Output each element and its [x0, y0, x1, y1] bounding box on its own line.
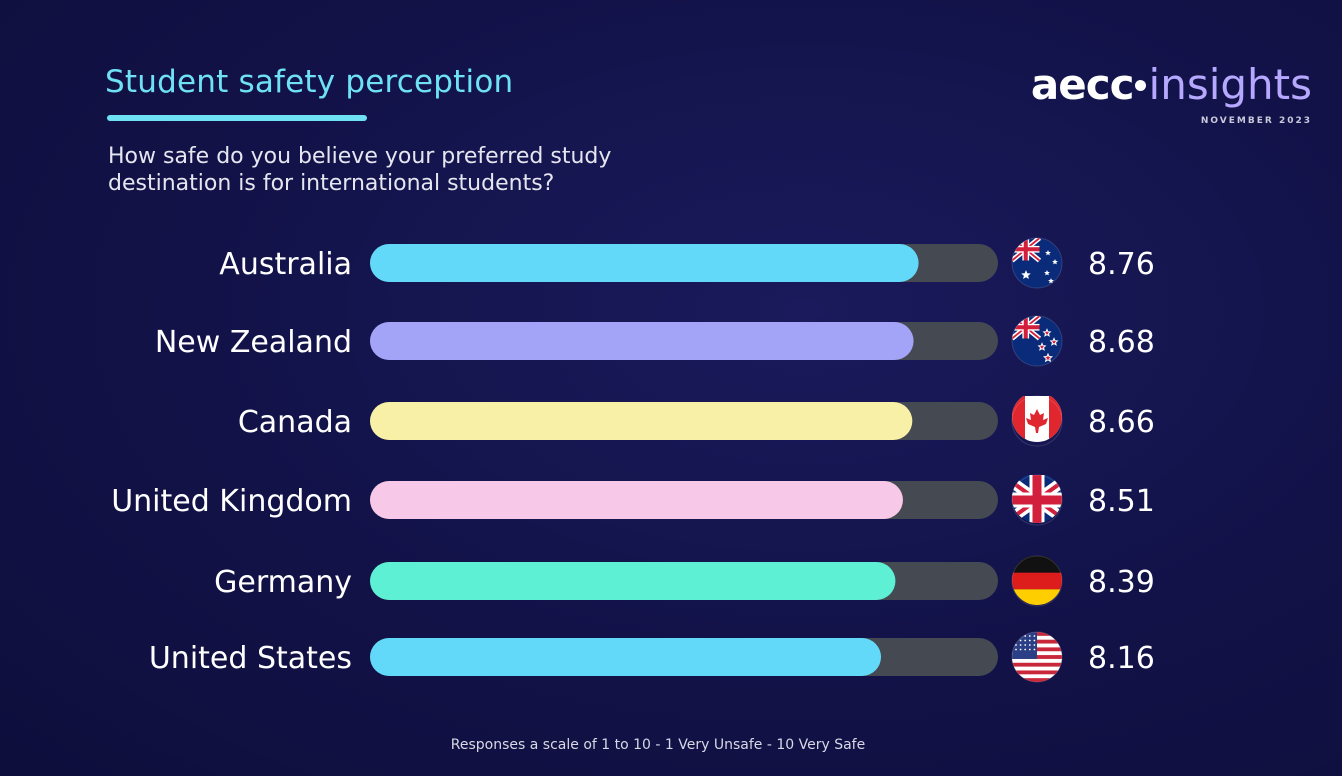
chart-title: Student safety perception [105, 64, 514, 100]
flag-ring [1011, 474, 1063, 526]
bar-canada [370, 402, 913, 440]
brand-logo: aecc insights NOVEMBER 2023 [1031, 62, 1312, 127]
canada-flag-icon [1012, 396, 1062, 442]
logo-brand: aecc [1030, 60, 1135, 109]
category-label-australia: Australia [219, 247, 352, 282]
logo-date: NOVEMBER 2023 [1200, 116, 1312, 126]
value-label-new-zealand: 8.68 [1088, 325, 1155, 360]
bar-australia [370, 244, 919, 282]
chart-subtitle: How safe do you believe your preferred s… [108, 144, 612, 196]
value-label-united-kingdom: 8.51 [1088, 484, 1155, 519]
category-label-united-states: United States [149, 641, 352, 676]
flag-ring [1011, 315, 1063, 367]
value-label-canada: 8.66 [1088, 405, 1155, 440]
flag-ring [1011, 395, 1063, 447]
category-label-new-zealand: New Zealand [155, 325, 352, 360]
logo-product: insights [1148, 60, 1312, 109]
title-underline [107, 115, 367, 121]
value-label-united-states: 8.16 [1088, 641, 1155, 676]
bar-germany [370, 562, 896, 600]
category-label-canada: Canada [238, 405, 352, 440]
bar-new-zealand [370, 322, 914, 360]
bar-united-states [370, 638, 882, 676]
flags-layer [1011, 237, 1063, 683]
flag-ring [1011, 631, 1063, 683]
scale-footnote: Responses a scale of 1 to 10 - 1 Very Un… [450, 737, 866, 753]
flag-ring [1011, 555, 1063, 607]
flag-ring [1011, 237, 1063, 289]
united-states-flag-icon [1012, 632, 1062, 682]
logo-dot-icon [1134, 80, 1146, 91]
germany-flag-icon [1012, 556, 1062, 605]
logo-wordmark: aecc insights [1031, 62, 1312, 108]
category-label-united-kingdom: United Kingdom [111, 484, 352, 519]
value-label-australia: 8.76 [1088, 247, 1155, 282]
bars-layer: Australia 8.76 New Zealand 8.68 Canada 8.66 Un… [111, 244, 1155, 676]
value-label-germany: 8.39 [1088, 565, 1155, 600]
bar-united-kingdom [370, 481, 903, 519]
category-label-germany: Germany [214, 565, 352, 600]
